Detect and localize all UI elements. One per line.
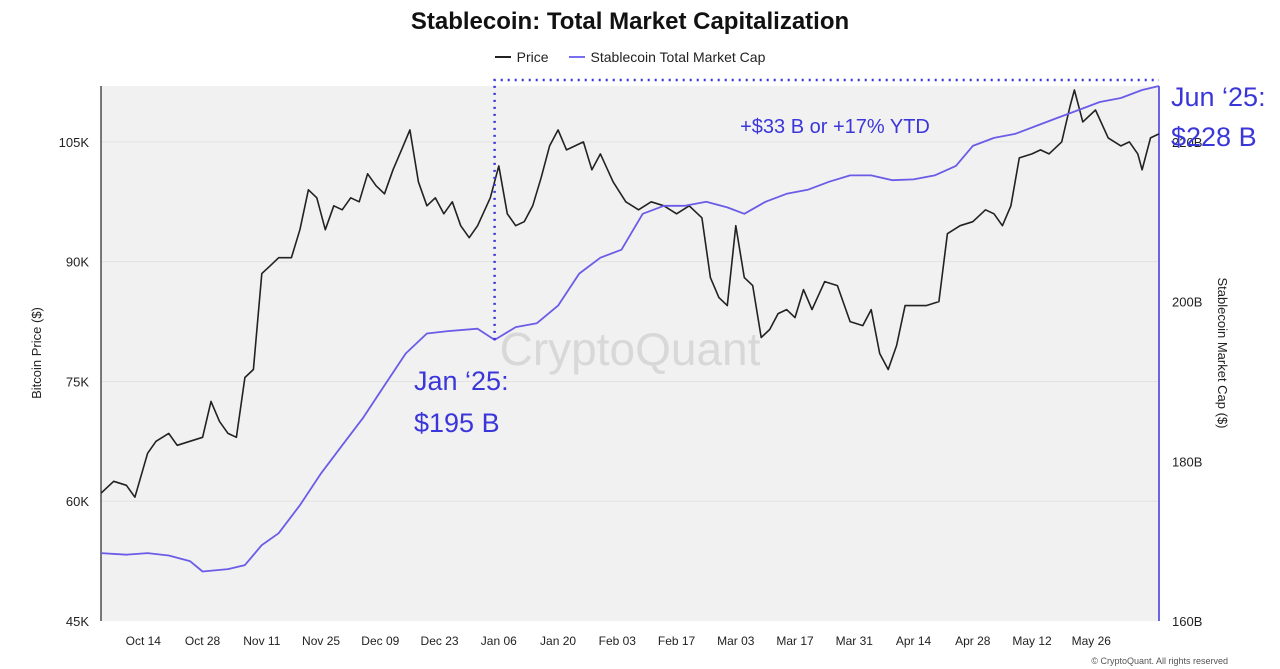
- price-line: [100, 89, 1160, 499]
- x-tick-label: Jan 20: [540, 634, 576, 648]
- series-lines: [100, 85, 1160, 573]
- annotations: +$33 B or +17% YTD Jan ‘25: $195 B Jun ‘…: [414, 78, 1266, 438]
- legend-label-price: Price: [516, 49, 549, 65]
- x-tick-label: Feb 17: [658, 634, 696, 648]
- right-axis-ticks: 160B 180B 200B 220B: [1172, 135, 1202, 629]
- x-axis-ticks: Oct 14 Oct 28 Nov 11 Nov 25 Dec 09 Dec 23 Jan …: [126, 634, 1112, 648]
- y-left-tick-label: 75K: [66, 374, 89, 389]
- jan-annotation-line1: Jan ‘25:: [414, 366, 509, 396]
- x-tick-label: Nov 25: [302, 634, 340, 648]
- stablecoin-market-cap-line: [100, 85, 1160, 573]
- x-tick-label: May 12: [1012, 634, 1052, 648]
- y-right-tick-label: 220B: [1172, 135, 1202, 150]
- x-tick-label: Mar 17: [776, 634, 814, 648]
- watermark-text: CryptoQuant: [500, 323, 761, 375]
- plot-background: [101, 86, 1159, 621]
- legend-swatch-price: [494, 56, 511, 58]
- jun-annotation-line1: Jun ‘25:: [1171, 82, 1266, 112]
- x-tick-label: Mar 31: [836, 634, 874, 648]
- x-tick-label: Dec 09: [361, 634, 399, 648]
- y-left-tick-label: 45K: [66, 614, 89, 629]
- x-tick-label: Dec 23: [421, 634, 459, 648]
- y-left-tick-label: 90K: [66, 255, 89, 270]
- y-left-tick-label: 105K: [59, 135, 90, 150]
- legend-swatch-stablecoin: [568, 56, 585, 58]
- y-right-tick-label: 180B: [1172, 454, 1202, 469]
- jan-annotation-line2: $195 B: [414, 408, 500, 438]
- x-tick-label: Feb 03: [599, 634, 637, 648]
- x-tick-label: Apr 14: [896, 634, 932, 648]
- y-axis-left-label: Bitcoin Price ($): [29, 307, 44, 399]
- x-tick-label: Apr 28: [955, 634, 991, 648]
- copyright-credit: © CryptoQuant. All rights reserved: [1091, 656, 1228, 666]
- jun-annotation-line2: $228 B: [1171, 122, 1257, 152]
- legend-item-stablecoin[interactable]: Stablecoin Total Market Cap: [568, 49, 766, 65]
- x-tick-label: Nov 11: [243, 634, 280, 648]
- legend-label-stablecoin: Stablecoin Total Market Cap: [590, 49, 766, 65]
- y-left-tick-label: 60K: [66, 494, 89, 509]
- y-axis-right-label: Stablecoin Market Cap ($): [1215, 277, 1230, 428]
- x-tick-label: Oct 28: [185, 634, 221, 648]
- y-right-tick-label: 200B: [1172, 295, 1202, 310]
- x-tick-label: May 26: [1072, 634, 1112, 648]
- y-right-tick-label: 160B: [1172, 614, 1202, 629]
- ytd-dotted-bracket: [493, 78, 1159, 340]
- legend: Price Stablecoin Total Market Cap: [0, 49, 1260, 65]
- x-tick-label: Jan 06: [481, 634, 517, 648]
- legend-item-price[interactable]: Price: [494, 49, 549, 65]
- chart-title: Stablecoin: Total Market Capitalization: [410, 8, 850, 35]
- x-tick-label: Oct 14: [126, 634, 162, 648]
- x-tick-label: Mar 03: [717, 634, 755, 648]
- ytd-change-label: +$33 B or +17% YTD: [740, 116, 930, 138]
- left-axis-ticks: 45K 60K 75K 90K 105K: [59, 135, 90, 629]
